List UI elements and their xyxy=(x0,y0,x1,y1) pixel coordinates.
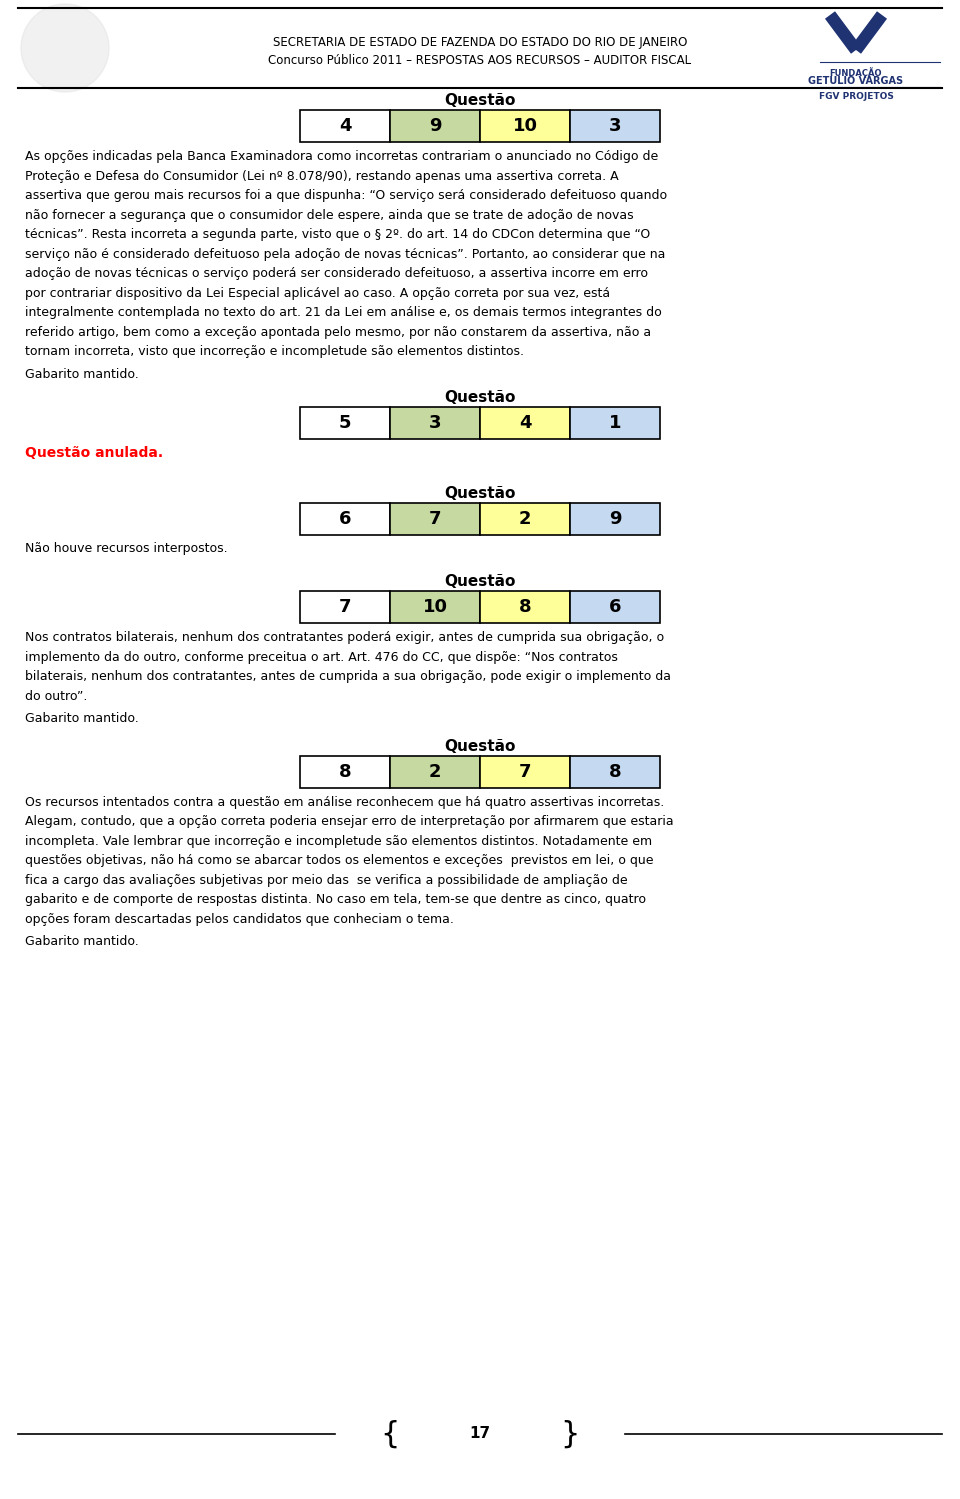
Text: implemento da do outro, conforme preceitua o art. Art. 476 do CC, que dispõe: “N: implemento da do outro, conforme preceit… xyxy=(25,651,618,664)
Text: bilaterais, nenhum dos contratantes, antes de cumprida a sua obrigação, pode exi: bilaterais, nenhum dos contratantes, ant… xyxy=(25,670,671,684)
Text: Gabarito mantido.: Gabarito mantido. xyxy=(25,712,139,726)
Text: 7: 7 xyxy=(429,510,442,528)
Text: Não houve recursos interpostos.: Não houve recursos interpostos. xyxy=(25,541,228,555)
Text: opções foram descartadas pelos candidatos que conheciam o tema.: opções foram descartadas pelos candidato… xyxy=(25,913,454,925)
Text: 8: 8 xyxy=(518,598,531,616)
Text: 4: 4 xyxy=(518,414,531,432)
Text: 8: 8 xyxy=(339,763,351,781)
Text: técnicas”. Resta incorreta a segunda parte, visto que o § 2º. do art. 14 do CDCo: técnicas”. Resta incorreta a segunda par… xyxy=(25,228,650,241)
Bar xyxy=(390,408,480,439)
Text: 2: 2 xyxy=(518,510,531,528)
Bar xyxy=(570,755,660,787)
Text: Gabarito mantido.: Gabarito mantido. xyxy=(25,367,139,381)
Bar xyxy=(300,408,390,439)
Text: 5: 5 xyxy=(339,414,351,432)
Bar xyxy=(390,502,480,535)
Text: 8: 8 xyxy=(609,763,621,781)
Text: referido artigo, bem como a exceção apontada pelo mesmo, por não constarem da as: referido artigo, bem como a exceção apon… xyxy=(25,325,651,339)
Bar xyxy=(300,502,390,535)
Text: 17: 17 xyxy=(469,1427,491,1442)
Text: Questão: Questão xyxy=(444,739,516,754)
Bar xyxy=(570,109,660,142)
Text: 10: 10 xyxy=(513,117,538,135)
Bar xyxy=(570,408,660,439)
Bar xyxy=(570,502,660,535)
Text: tornam incorreta, visto que incorreção e incompletude são elementos distintos.: tornam incorreta, visto que incorreção e… xyxy=(25,345,524,358)
Bar xyxy=(480,591,570,624)
Text: integralmente contemplada no texto do art. 21 da Lei em análise e, os demais ter: integralmente contemplada no texto do ar… xyxy=(25,306,661,319)
Text: Gabarito mantido.: Gabarito mantido. xyxy=(25,935,139,947)
Text: 6: 6 xyxy=(609,598,621,616)
Bar xyxy=(570,591,660,624)
Text: Nos contratos bilaterais, nenhum dos contratantes poderá exigir, antes de cumpri: Nos contratos bilaterais, nenhum dos con… xyxy=(25,631,664,645)
Text: Questão anulada.: Questão anulada. xyxy=(25,447,163,460)
Bar xyxy=(300,755,390,787)
Bar xyxy=(480,109,570,142)
Text: Alegam, contudo, que a opção correta poderia ensejar erro de interpretação por a: Alegam, contudo, que a opção correta pod… xyxy=(25,815,674,827)
Text: não fornecer a segurança que o consumidor dele espere, ainda que se trate de ado: não fornecer a segurança que o consumido… xyxy=(25,208,634,222)
Text: 4: 4 xyxy=(339,117,351,135)
Text: As opções indicadas pela Banca Examinadora como incorretas contrariam o anunciad: As opções indicadas pela Banca Examinado… xyxy=(25,150,659,163)
Bar xyxy=(300,109,390,142)
Text: 7: 7 xyxy=(518,763,531,781)
Text: FUNDAÇÃO: FUNDAÇÃO xyxy=(829,67,882,78)
Text: por contrariar dispositivo da Lei Especial aplicável ao caso. A opção correta po: por contrariar dispositivo da Lei Especi… xyxy=(25,286,611,300)
Text: 9: 9 xyxy=(609,510,621,528)
Bar xyxy=(390,755,480,787)
Text: Os recursos intentados contra a questão em análise reconhecem que há quatro asse: Os recursos intentados contra a questão … xyxy=(25,796,664,808)
Text: GETULIO VARGAS: GETULIO VARGAS xyxy=(808,76,903,85)
Text: 1: 1 xyxy=(609,414,621,432)
Text: Proteção e Defesa do Consumidor (Lei nº 8.078/90), restando apenas uma assertiva: Proteção e Defesa do Consumidor (Lei nº … xyxy=(25,169,618,183)
Text: 7: 7 xyxy=(339,598,351,616)
Text: Concurso Público 2011 – RESPOSTAS AOS RECURSOS – AUDITOR FISCAL: Concurso Público 2011 – RESPOSTAS AOS RE… xyxy=(269,54,691,66)
Text: do outro”.: do outro”. xyxy=(25,690,87,703)
Text: assertiva que gerou mais recursos foi a que dispunha: “O serviço será considerad: assertiva que gerou mais recursos foi a … xyxy=(25,189,667,202)
Text: FGV PROJETOS: FGV PROJETOS xyxy=(819,91,894,100)
Text: 3: 3 xyxy=(609,117,621,135)
Bar xyxy=(390,109,480,142)
Text: SECRETARIA DE ESTADO DE FAZENDA DO ESTADO DO RIO DE JANEIRO: SECRETARIA DE ESTADO DE FAZENDA DO ESTAD… xyxy=(273,36,687,48)
Text: }: } xyxy=(561,1420,580,1448)
Text: {: { xyxy=(380,1420,399,1448)
Text: adoção de novas técnicas o serviço poderá ser considerado defeituoso, a assertiv: adoção de novas técnicas o serviço poder… xyxy=(25,267,648,280)
Text: questões objetivas, não há como se abarcar todos os elementos e exceções  previs: questões objetivas, não há como se abarc… xyxy=(25,854,654,866)
Text: serviço não é considerado defeituoso pela adoção de novas técnicas”. Portanto, a: serviço não é considerado defeituoso pel… xyxy=(25,247,665,261)
Text: 3: 3 xyxy=(429,414,442,432)
Text: incompleta. Vale lembrar que incorreção e incompletude são elementos distintos. : incompleta. Vale lembrar que incorreção … xyxy=(25,835,652,847)
Bar xyxy=(480,408,570,439)
Circle shape xyxy=(21,4,109,91)
Bar xyxy=(480,755,570,787)
Text: 2: 2 xyxy=(429,763,442,781)
Text: 10: 10 xyxy=(422,598,447,616)
Text: gabarito e de comporte de respostas distinta. No caso em tela, tem-se que dentre: gabarito e de comporte de respostas dist… xyxy=(25,893,646,905)
Text: Questão: Questão xyxy=(444,93,516,108)
Text: Questão: Questão xyxy=(444,574,516,589)
Text: Questão: Questão xyxy=(444,486,516,501)
Bar xyxy=(390,591,480,624)
Text: fica a cargo das avaliações subjetivas por meio das  se verifica a possibilidade: fica a cargo das avaliações subjetivas p… xyxy=(25,874,628,886)
Text: Questão: Questão xyxy=(444,390,516,405)
Bar xyxy=(300,591,390,624)
Text: 6: 6 xyxy=(339,510,351,528)
Bar xyxy=(480,502,570,535)
Text: 9: 9 xyxy=(429,117,442,135)
